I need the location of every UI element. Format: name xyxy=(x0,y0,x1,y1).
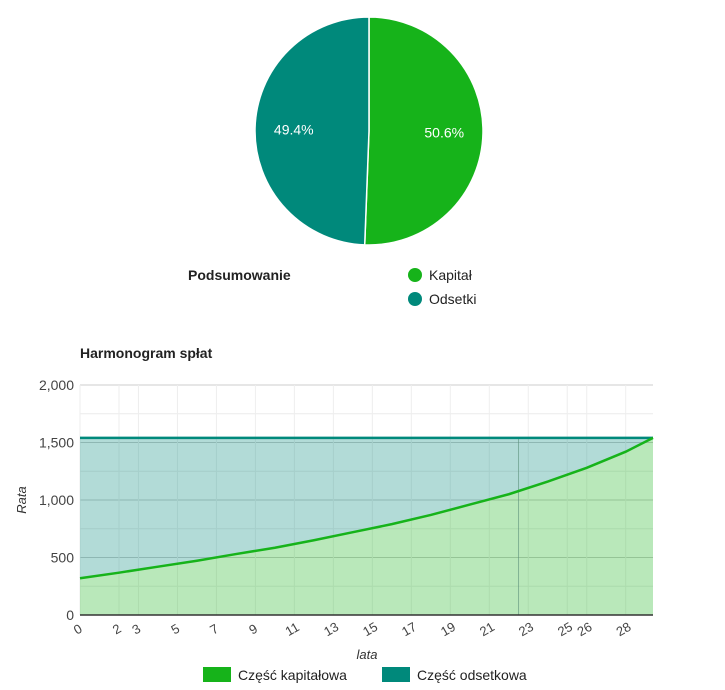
x-tick-label: 28 xyxy=(613,619,633,639)
pie-slice-1 xyxy=(363,16,484,246)
x-tick-label: 25 xyxy=(555,619,575,639)
area-legend-label-2: Część odsetkowa xyxy=(417,667,527,683)
y-axis-label: Rata xyxy=(14,486,29,513)
area-legend-label-1: Część kapitałowa xyxy=(238,667,347,683)
x-tick-label: 21 xyxy=(477,619,497,639)
x-tick-label: 7 xyxy=(207,621,221,638)
x-tick-label: 11 xyxy=(283,619,302,639)
x-tick-label: 3 xyxy=(129,621,143,638)
x-tick-label: 13 xyxy=(321,619,341,639)
y-tick-label: 0 xyxy=(66,607,74,623)
x-tick-label: 0 xyxy=(71,621,85,638)
x-tick-label: 15 xyxy=(360,619,380,639)
area-chart: 0 500 1,000 1,500 2,000 0 2 3 5 7 9 11 13 15 17 19 21 23 2… xyxy=(39,377,654,639)
x-tick-label: 17 xyxy=(399,619,419,639)
area-legend: Część kapitałowa Część odsetkowa xyxy=(203,667,527,683)
pie-legend-label-1: Kapitał xyxy=(429,267,473,283)
series-kapitalowa-area xyxy=(80,437,653,615)
pie-chart: 50.6% 49.4% xyxy=(254,16,484,246)
x-tick-label: 26 xyxy=(574,619,594,639)
series-odsetkowa-area xyxy=(80,437,653,579)
area-legend-swatch-2 xyxy=(382,667,410,682)
pie-legend-label-2: Odsetki xyxy=(429,291,476,307)
y-tick-label: 1,500 xyxy=(39,435,74,451)
x-tick-label: 5 xyxy=(168,621,182,638)
pie-legend: Kapitał Odsetki xyxy=(408,267,476,307)
area-legend-swatch-1 xyxy=(203,667,231,682)
y-tick-label: 2,000 xyxy=(39,377,74,393)
area-title: Harmonogram spłat xyxy=(80,345,213,361)
x-tick-label: 2 xyxy=(110,621,124,638)
pie-slice-label-1: 50.6% xyxy=(424,124,464,140)
pie-slice-2 xyxy=(254,16,370,246)
pie-legend-swatch-1 xyxy=(408,268,422,282)
x-tick-label: 9 xyxy=(246,621,260,638)
y-tick-label: 500 xyxy=(51,550,75,566)
y-tick-label: 1,000 xyxy=(39,492,74,508)
pie-legend-swatch-2 xyxy=(408,292,422,306)
pie-slice-label-2: 49.4% xyxy=(274,122,314,138)
x-tick-label: 19 xyxy=(438,619,458,639)
series-kapitalowa-line xyxy=(79,436,654,580)
x-tick-label: 23 xyxy=(516,619,536,639)
pie-title: Podsumowanie xyxy=(188,267,291,283)
x-axis-label: lata xyxy=(357,647,378,662)
